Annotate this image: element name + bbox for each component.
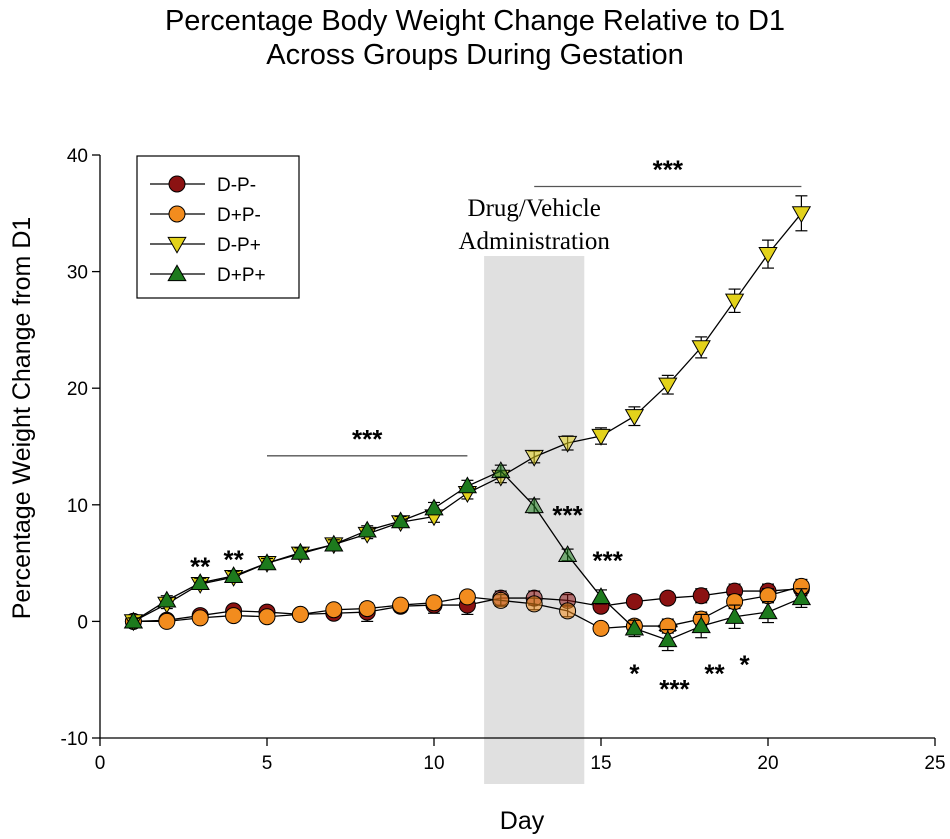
significance-annotation: ** xyxy=(704,659,725,689)
x-tick-label: 0 xyxy=(95,753,106,774)
data-point xyxy=(659,589,677,607)
significance-annotation: ** xyxy=(190,551,211,581)
significance-annotation: * xyxy=(629,659,640,689)
chart-title-line2: Across Groups During Gestation xyxy=(266,39,684,71)
data-point xyxy=(257,553,277,571)
legend-label: D+P- xyxy=(217,205,261,226)
x-tick-label: 15 xyxy=(590,753,611,774)
data-point xyxy=(492,591,510,609)
legend-marker xyxy=(168,205,186,223)
data-point xyxy=(390,511,411,529)
significance-annotation: *** xyxy=(552,500,583,530)
y-tick-label: 10 xyxy=(67,496,88,517)
data-point xyxy=(458,588,476,606)
legend-label: D-P- xyxy=(217,175,256,196)
data-point xyxy=(791,588,812,606)
legend: D-P- D+P- D-P+ D+P+ xyxy=(136,155,300,299)
data-point xyxy=(291,605,309,623)
chart-title-line1: Percentage Body Weight Change Relative t… xyxy=(164,5,786,37)
data-point xyxy=(358,600,376,618)
legend-marker xyxy=(167,264,187,282)
data-point xyxy=(692,587,710,605)
data-point xyxy=(191,609,209,627)
series-D+P- xyxy=(124,577,810,637)
data-point xyxy=(658,630,678,648)
legend-marker xyxy=(168,175,186,193)
data-point xyxy=(225,607,243,625)
data-point xyxy=(557,545,578,563)
y-tick-label: 20 xyxy=(67,379,88,400)
legend-label: D+P+ xyxy=(217,265,266,286)
data-point xyxy=(157,590,177,608)
data-point xyxy=(425,594,443,612)
x-tick-label: 25 xyxy=(924,753,945,774)
data-point xyxy=(624,618,645,636)
data-point xyxy=(223,566,244,584)
significance-annotation: *** xyxy=(659,674,690,704)
data-point xyxy=(457,476,478,494)
data-point xyxy=(591,428,611,446)
y-tick-label: 0 xyxy=(77,612,88,633)
data-point xyxy=(158,612,176,630)
data-point xyxy=(758,602,778,620)
data-point xyxy=(325,601,343,619)
data-point xyxy=(592,619,610,637)
legend-marker xyxy=(167,236,187,254)
significance-markers: ************************* xyxy=(190,154,802,704)
data-point xyxy=(524,449,544,467)
data-point xyxy=(524,496,544,514)
data-point xyxy=(258,608,276,626)
y-tick-label: 30 xyxy=(67,263,88,284)
data-point xyxy=(758,247,778,264)
data-point xyxy=(591,587,611,605)
data-point xyxy=(392,596,410,614)
axes: -10 0 10 20 30 40 0 5 10 15 20 25 xyxy=(61,146,946,774)
data-point xyxy=(557,435,578,453)
data-point xyxy=(559,602,577,620)
data-series xyxy=(123,195,812,652)
x-axis-label: Day xyxy=(500,807,545,835)
y-tick-label: -10 xyxy=(61,729,88,750)
data-point xyxy=(791,206,812,224)
drug-administration-shaded-region xyxy=(484,256,585,784)
shaded-region-label-line2: Administration xyxy=(459,228,611,255)
data-point xyxy=(691,340,711,358)
data-point xyxy=(724,293,745,311)
significance-annotation: ** xyxy=(223,544,244,574)
shaded-region-label-line1: Drug/Vehicle xyxy=(468,195,601,222)
data-point xyxy=(658,377,678,395)
legend-label: D-P+ xyxy=(217,235,261,256)
series-D+P+ xyxy=(123,461,812,652)
y-axis-label: Percentage Weight Change from D1 xyxy=(8,217,36,620)
significance-annotation: * xyxy=(740,649,751,679)
data-point xyxy=(491,461,511,479)
data-point xyxy=(625,593,643,611)
data-point xyxy=(190,573,210,591)
data-point xyxy=(324,534,344,552)
data-point xyxy=(624,409,645,426)
data-point xyxy=(290,542,311,560)
data-point xyxy=(525,595,543,613)
significance-annotation: *** xyxy=(593,546,624,576)
x-tick-label: 10 xyxy=(423,753,444,774)
x-tick-label: 5 xyxy=(262,753,273,774)
significance-bar-label: *** xyxy=(352,424,383,454)
data-point xyxy=(357,520,377,538)
significance-bar-label: *** xyxy=(653,154,684,184)
data-point xyxy=(691,616,711,634)
y-tick-label: 40 xyxy=(67,146,88,167)
data-point xyxy=(123,611,144,629)
data-point xyxy=(724,606,745,624)
data-point xyxy=(424,498,444,516)
x-tick-label: 20 xyxy=(757,753,778,774)
